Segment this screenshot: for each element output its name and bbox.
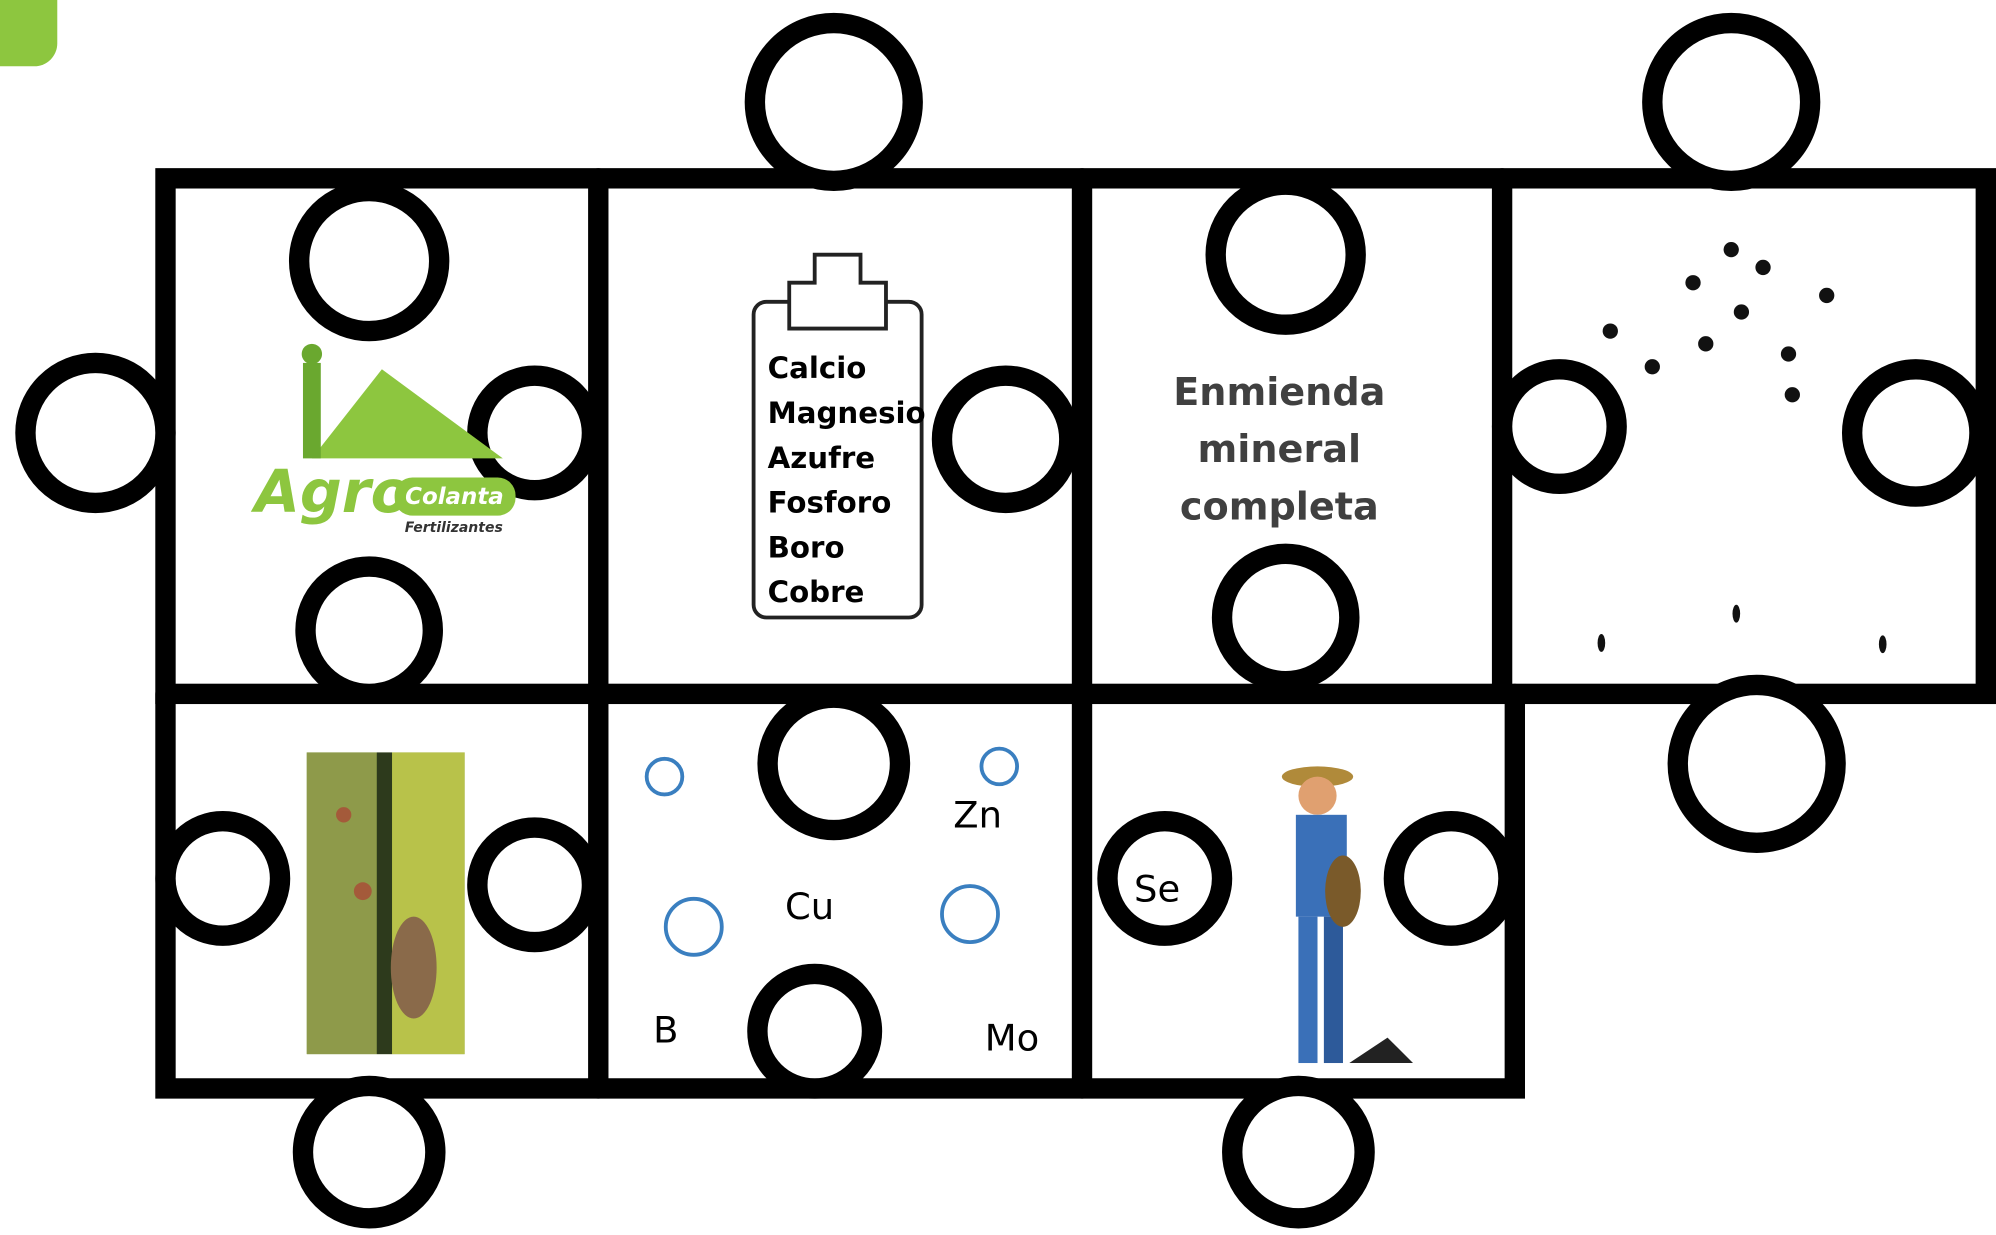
clipboard-item: Azufre bbox=[768, 441, 876, 475]
logo-farmer bbox=[303, 363, 321, 458]
clipboard-clip bbox=[789, 255, 886, 329]
title-line: mineral bbox=[1198, 428, 1362, 472]
knob bbox=[1652, 23, 1810, 181]
clipboard-item: Cobre bbox=[768, 575, 865, 609]
knob bbox=[1222, 554, 1349, 681]
knob bbox=[477, 828, 592, 943]
knob bbox=[1678, 685, 1836, 843]
knob bbox=[755, 23, 913, 181]
logo-brand: Colanta bbox=[405, 484, 504, 510]
title-line: Enmienda bbox=[1173, 371, 1385, 415]
logo-name: Agro bbox=[251, 458, 411, 526]
element-symbol: Zn bbox=[953, 794, 1002, 837]
insects bbox=[1598, 242, 1887, 653]
page: Agro Colanta Fertilizantes Calcio Magnesi… bbox=[0, 0, 1996, 1235]
knob bbox=[1216, 185, 1356, 325]
knob bbox=[165, 821, 280, 936]
clipboard-item: Boro bbox=[768, 530, 845, 564]
knob bbox=[1394, 821, 1509, 936]
knob bbox=[942, 376, 1069, 503]
clipboard-item: Magnesio bbox=[768, 396, 926, 430]
corner-accent bbox=[0, 0, 57, 66]
knob bbox=[757, 974, 872, 1089]
puzzle-dividers bbox=[598, 178, 1502, 1088]
clipboard-item: Fosforo bbox=[768, 486, 892, 520]
leaf-photo bbox=[307, 752, 465, 1054]
element-symbol: Mo bbox=[985, 1016, 1039, 1059]
slide: Agro Colanta Fertilizantes Calcio Magnesi… bbox=[0, 0, 1996, 1235]
knob bbox=[1502, 369, 1617, 484]
logo-head bbox=[302, 344, 322, 364]
knob bbox=[25, 363, 165, 503]
farmer bbox=[1282, 766, 1413, 1063]
element-symbol: Se bbox=[1134, 867, 1180, 910]
knob bbox=[303, 1086, 435, 1218]
knob bbox=[1852, 369, 1979, 496]
clipboard-item: Calcio bbox=[768, 351, 867, 385]
logo-subtitle: Fertilizantes bbox=[405, 520, 503, 536]
title-line: completa bbox=[1180, 485, 1379, 529]
clipboard: Calcio Magnesio Azufre Fosforo Boro Cobre bbox=[754, 255, 926, 618]
element-symbol: B bbox=[653, 1009, 678, 1052]
knob bbox=[768, 698, 900, 830]
element-symbol: Cu bbox=[785, 885, 834, 928]
knob bbox=[1232, 1086, 1364, 1218]
